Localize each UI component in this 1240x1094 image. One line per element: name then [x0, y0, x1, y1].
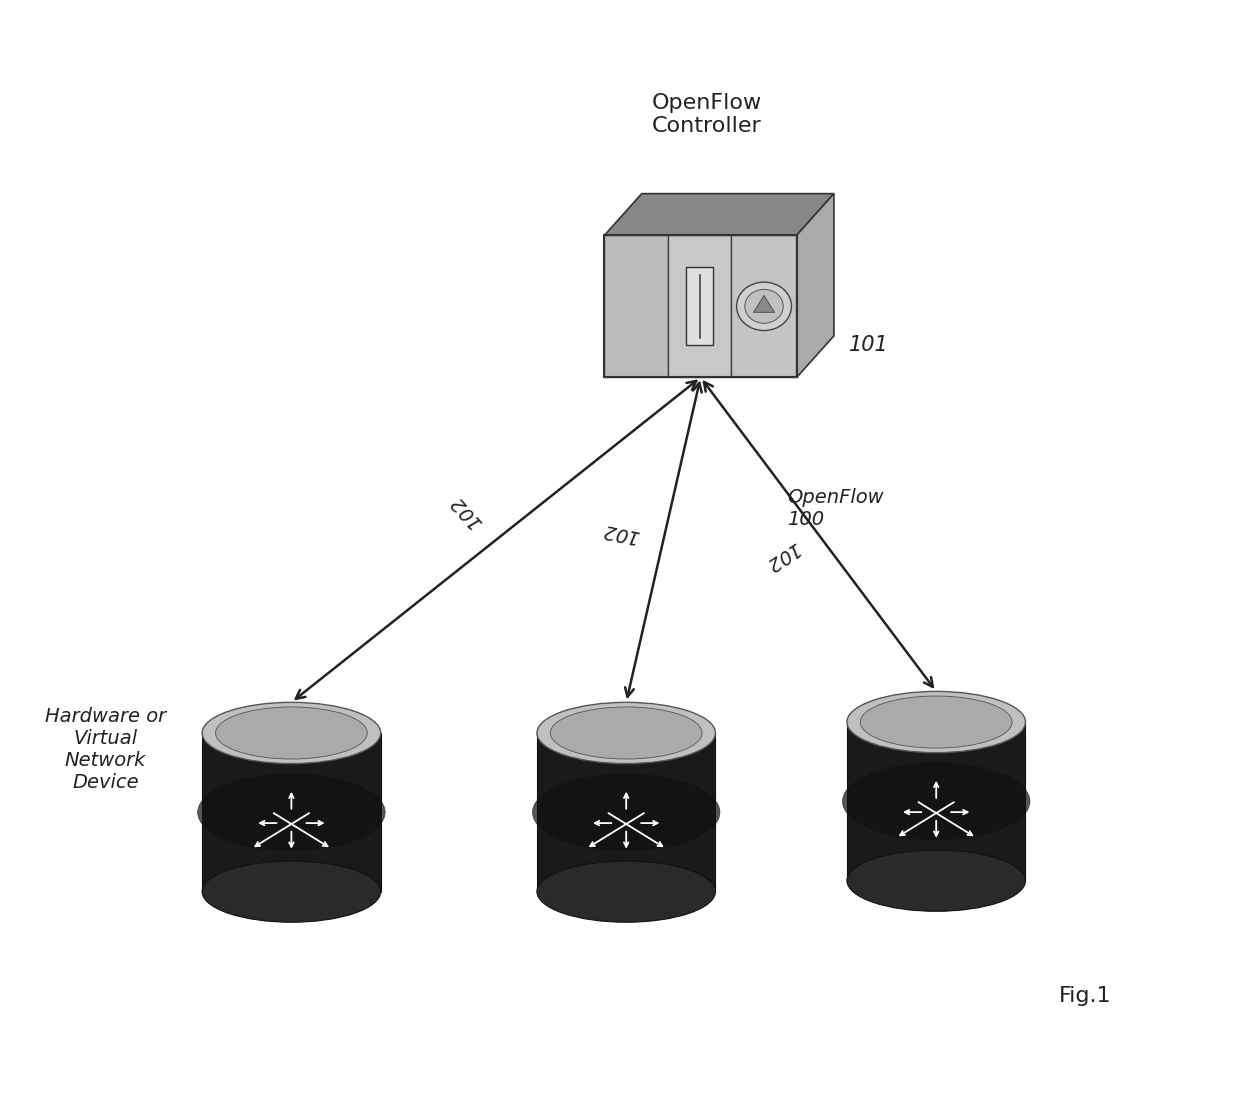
Polygon shape [754, 295, 775, 312]
Circle shape [745, 290, 784, 323]
Ellipse shape [216, 707, 367, 759]
Polygon shape [686, 267, 713, 346]
Polygon shape [604, 194, 833, 235]
Ellipse shape [847, 850, 1025, 911]
Text: 101: 101 [849, 335, 889, 354]
Text: 102: 102 [448, 491, 486, 532]
Ellipse shape [537, 702, 715, 764]
Text: OpenFlow
Controller: OpenFlow Controller [652, 93, 761, 137]
Ellipse shape [842, 764, 1030, 840]
Text: 102: 102 [761, 537, 804, 573]
Ellipse shape [197, 775, 386, 851]
Polygon shape [202, 733, 381, 892]
Ellipse shape [202, 861, 381, 922]
Polygon shape [537, 733, 715, 892]
Ellipse shape [551, 707, 702, 759]
Circle shape [737, 282, 791, 330]
Ellipse shape [861, 696, 1012, 748]
Polygon shape [732, 235, 796, 377]
Polygon shape [604, 235, 668, 377]
Text: OpenFlow
100: OpenFlow 100 [787, 488, 884, 529]
Text: 102: 102 [601, 520, 641, 545]
Ellipse shape [532, 775, 720, 851]
Polygon shape [668, 235, 732, 377]
Polygon shape [847, 722, 1025, 881]
Polygon shape [796, 194, 833, 377]
Ellipse shape [847, 691, 1025, 753]
Text: Fig.1: Fig.1 [1059, 986, 1111, 1005]
Ellipse shape [202, 702, 381, 764]
Ellipse shape [537, 861, 715, 922]
Text: Hardware or
Virtual
Network
Device: Hardware or Virtual Network Device [45, 707, 166, 792]
